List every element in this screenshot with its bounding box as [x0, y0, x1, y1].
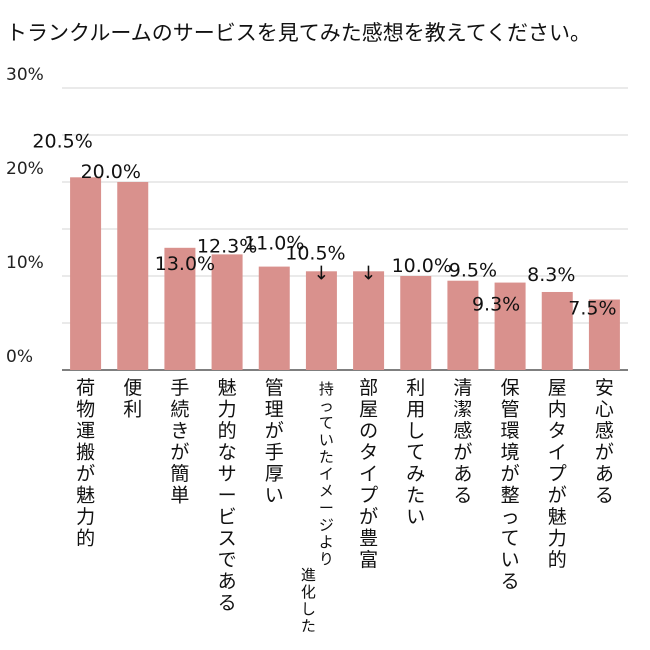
down-arrow-icon: ↓ [313, 262, 329, 284]
category-label: 管理が手厚い [265, 377, 284, 507]
y-tick-label: 0% [6, 347, 33, 367]
category-label: 部屋のタイプが豊富 [359, 377, 378, 571]
bar [117, 182, 149, 370]
bar [305, 271, 337, 370]
data-label: 10.5% [285, 242, 345, 264]
category-label: 利用してみたい [406, 377, 425, 528]
data-label: 11.0% [244, 233, 304, 255]
data-label: 20.5% [32, 130, 92, 152]
category-label: 手続きが簡単 [170, 377, 189, 507]
category-label: 持っていたイメージより [319, 380, 334, 568]
data-label: 7.5% [568, 298, 616, 320]
category-label: 保管環境が整っている [501, 377, 520, 593]
data-label: 10.0% [392, 255, 452, 277]
category-label: 清潔感がある [453, 377, 472, 507]
data-label: 20.0% [81, 161, 141, 183]
data-label: 12.3% [197, 235, 257, 257]
y-tick-label: 30% [6, 65, 44, 85]
category-label: 荷物運搬が魅力的 [76, 377, 95, 550]
bar [541, 291, 573, 370]
category-label: 屋内タイプが魅力的 [548, 377, 567, 571]
gridlines [62, 87, 628, 371]
bar [70, 177, 102, 370]
data-label: 9.5% [449, 260, 497, 282]
value-labels: 20.5% 20.0% 13.0%12.3%11.0%10.5% 10.0%9.5% 9… [32, 130, 616, 319]
bar [164, 247, 196, 370]
category-labels: 荷物運搬が魅力的 便利 手続きが簡単 魅力的なサービスである 管理が手厚い 持っていたイメ… [76, 377, 614, 635]
y-axis-ticks: 0% 10% 20% 30% [6, 65, 44, 367]
data-label: 13.0% [155, 253, 215, 275]
bar [447, 280, 479, 370]
category-label: 安心感がある [595, 377, 614, 507]
data-label: 9.3% [472, 294, 520, 316]
chart-title: トランクルームのサービスを見てみた感想を教えてください。 [6, 21, 591, 45]
y-tick-label: 10% [6, 253, 44, 273]
bar [588, 299, 620, 370]
bar [400, 276, 432, 370]
bar [211, 254, 243, 370]
down-arrow-icon: ↓ [361, 262, 377, 284]
data-label: 8.3% [527, 264, 575, 286]
bar [494, 282, 526, 370]
category-label: 便利 [123, 377, 142, 421]
bar [258, 266, 290, 370]
bars [70, 177, 620, 370]
y-tick-label: 20% [6, 159, 44, 179]
category-label: 進化した [301, 566, 316, 635]
bar [353, 271, 385, 370]
category-label: 魅力的なサービスである [218, 377, 237, 614]
